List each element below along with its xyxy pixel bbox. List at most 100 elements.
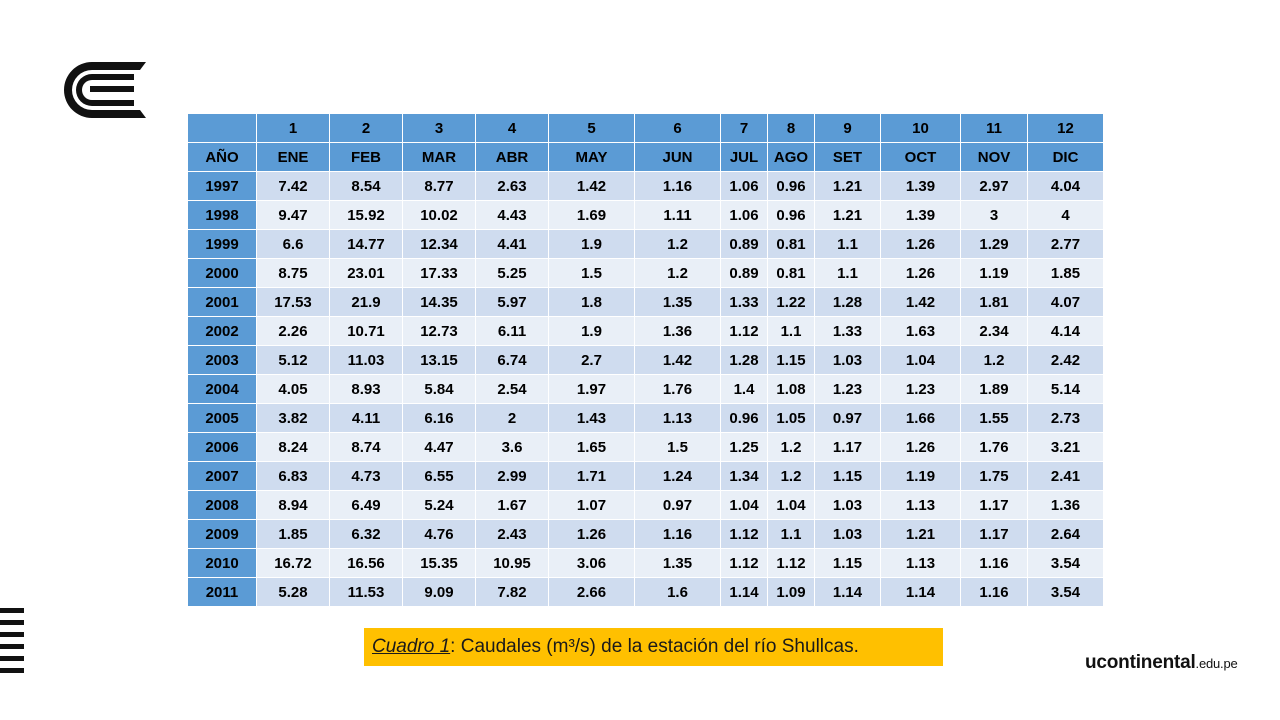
brand-suffix: .edu.pe [1195, 656, 1238, 671]
table-row: 2001 17.53 21.9 14.35 5.97 1.8 1.35 1.33 1.22 1.2… [187, 287, 1104, 317]
value-cell: 1.12 [767, 548, 815, 578]
header-cell: AÑO [187, 142, 257, 172]
header-cell: 7 [720, 113, 768, 143]
value-cell: 10.71 [329, 316, 403, 346]
header-cell: SET [814, 142, 881, 172]
value-cell: 6.74 [475, 345, 549, 375]
value-cell: 1.1 [767, 316, 815, 346]
table-row: 2003 5.12 11.03 13.15 6.74 2.7 1.42 1.28 1.15 1.0… [187, 345, 1104, 375]
value-cell: 1.28 [720, 345, 768, 375]
header-cell: DIC [1027, 142, 1104, 172]
value-cell: 12.34 [402, 229, 476, 259]
value-cell: 6.11 [475, 316, 549, 346]
header-cell: 6 [634, 113, 721, 143]
table-row: 2007 6.83 4.73 6.55 2.99 1.71 1.24 1.34 1.2 1.15 1… [187, 461, 1104, 491]
value-cell: 6.49 [329, 490, 403, 520]
value-cell: 1.2 [634, 258, 721, 288]
header-cell: 4 [475, 113, 549, 143]
value-cell: 1.35 [634, 287, 721, 317]
value-cell: 1.19 [960, 258, 1028, 288]
value-cell: 1.09 [767, 577, 815, 607]
value-cell: 2.66 [548, 577, 635, 607]
value-cell: 1.33 [814, 316, 881, 346]
value-cell: 1.67 [475, 490, 549, 520]
value-cell: 2.77 [1027, 229, 1104, 259]
value-cell: 17.53 [256, 287, 330, 317]
value-cell: 1.76 [960, 432, 1028, 462]
header-cell: 5 [548, 113, 635, 143]
header-cell: AGO [767, 142, 815, 172]
value-cell: 5.28 [256, 577, 330, 607]
value-cell: 5.12 [256, 345, 330, 375]
value-cell: 7.82 [475, 577, 549, 607]
value-cell: 8.74 [329, 432, 403, 462]
table-row: 2011 5.28 11.53 9.09 7.82 2.66 1.6 1.14 1.09 1.14… [187, 577, 1104, 607]
value-cell: 10.95 [475, 548, 549, 578]
value-cell: 10.02 [402, 200, 476, 230]
value-cell: 1.03 [814, 519, 881, 549]
table-row: 2004 4.05 8.93 5.84 2.54 1.97 1.76 1.4 1.08 1.23 1… [187, 374, 1104, 404]
table-row: 2005 3.82 4.11 6.16 2 1.43 1.13 0.96 1.05 0.97 1.6… [187, 403, 1104, 433]
value-cell: 1.26 [880, 432, 961, 462]
value-cell: 1.04 [767, 490, 815, 520]
value-cell: 0.81 [767, 229, 815, 259]
value-cell: 1.21 [814, 200, 881, 230]
value-cell: 1.16 [634, 519, 721, 549]
value-cell: 11.03 [329, 345, 403, 375]
value-cell: 15.92 [329, 200, 403, 230]
value-cell: 4.76 [402, 519, 476, 549]
value-cell: 1.1 [814, 229, 881, 259]
value-cell: 3.54 [1027, 577, 1104, 607]
value-cell: 1.2 [634, 229, 721, 259]
value-cell: 1.14 [814, 577, 881, 607]
value-cell: 2.43 [475, 519, 549, 549]
value-cell: 6.6 [256, 229, 330, 259]
value-cell: 1.63 [880, 316, 961, 346]
value-cell: 3.21 [1027, 432, 1104, 462]
caudales-table: 1 2 3 4 5 6 7 8 9 10 11 12 AÑO ENE FEB MAR ABR MAY JUN JUL A… [187, 113, 1104, 607]
table-row: 2006 8.24 8.74 4.47 3.6 1.65 1.5 1.25 1.2 1.17 1.2… [187, 432, 1104, 462]
value-cell: 0.96 [720, 403, 768, 433]
header-cell: 1 [256, 113, 330, 143]
value-cell: 1.16 [960, 577, 1028, 607]
value-cell: 1.08 [767, 374, 815, 404]
value-cell: 0.89 [720, 258, 768, 288]
table-row: 2009 1.85 6.32 4.76 2.43 1.26 1.16 1.12 1.1 1.03 1… [187, 519, 1104, 549]
value-cell: 1.36 [634, 316, 721, 346]
value-cell: 1.12 [720, 548, 768, 578]
value-cell: 1.03 [814, 490, 881, 520]
value-cell: 1.2 [960, 345, 1028, 375]
value-cell: 7.42 [256, 171, 330, 201]
value-cell: 13.15 [402, 345, 476, 375]
value-cell: 1.5 [548, 258, 635, 288]
value-cell: 8.93 [329, 374, 403, 404]
value-cell: 1.36 [1027, 490, 1104, 520]
value-cell: 1.13 [880, 548, 961, 578]
stripes-logo-icon [0, 608, 24, 673]
header-row-numbers: 1 2 3 4 5 6 7 8 9 10 11 12 [187, 113, 1104, 143]
value-cell: 6.83 [256, 461, 330, 491]
value-cell: 1.12 [720, 316, 768, 346]
value-cell: 8.54 [329, 171, 403, 201]
value-cell: 1.65 [548, 432, 635, 462]
value-cell: 2.73 [1027, 403, 1104, 433]
value-cell: 1.07 [548, 490, 635, 520]
table-row: 2010 16.72 16.56 15.35 10.95 3.06 1.35 1.12 1.12… [187, 548, 1104, 578]
value-cell: 1.03 [814, 345, 881, 375]
table-row: 2002 2.26 10.71 12.73 6.11 1.9 1.36 1.12 1.1 1.33… [187, 316, 1104, 346]
value-cell: 4.07 [1027, 287, 1104, 317]
value-cell: 6.16 [402, 403, 476, 433]
value-cell: 1.26 [880, 258, 961, 288]
table-row: 1999 6.6 14.77 12.34 4.41 1.9 1.2 0.89 0.81 1.1 1.… [187, 229, 1104, 259]
value-cell: 1.13 [880, 490, 961, 520]
value-cell: 1.05 [767, 403, 815, 433]
value-cell: 2.42 [1027, 345, 1104, 375]
continental-logo-icon [64, 62, 146, 118]
value-cell: 1.34 [720, 461, 768, 491]
header-cell: 8 [767, 113, 815, 143]
header-cell: MAY [548, 142, 635, 172]
table-row: 2000 8.75 23.01 17.33 5.25 1.5 1.2 0.89 0.81 1.1 1… [187, 258, 1104, 288]
header-cell: MAR [402, 142, 476, 172]
value-cell: 4.43 [475, 200, 549, 230]
value-cell: 1.33 [720, 287, 768, 317]
